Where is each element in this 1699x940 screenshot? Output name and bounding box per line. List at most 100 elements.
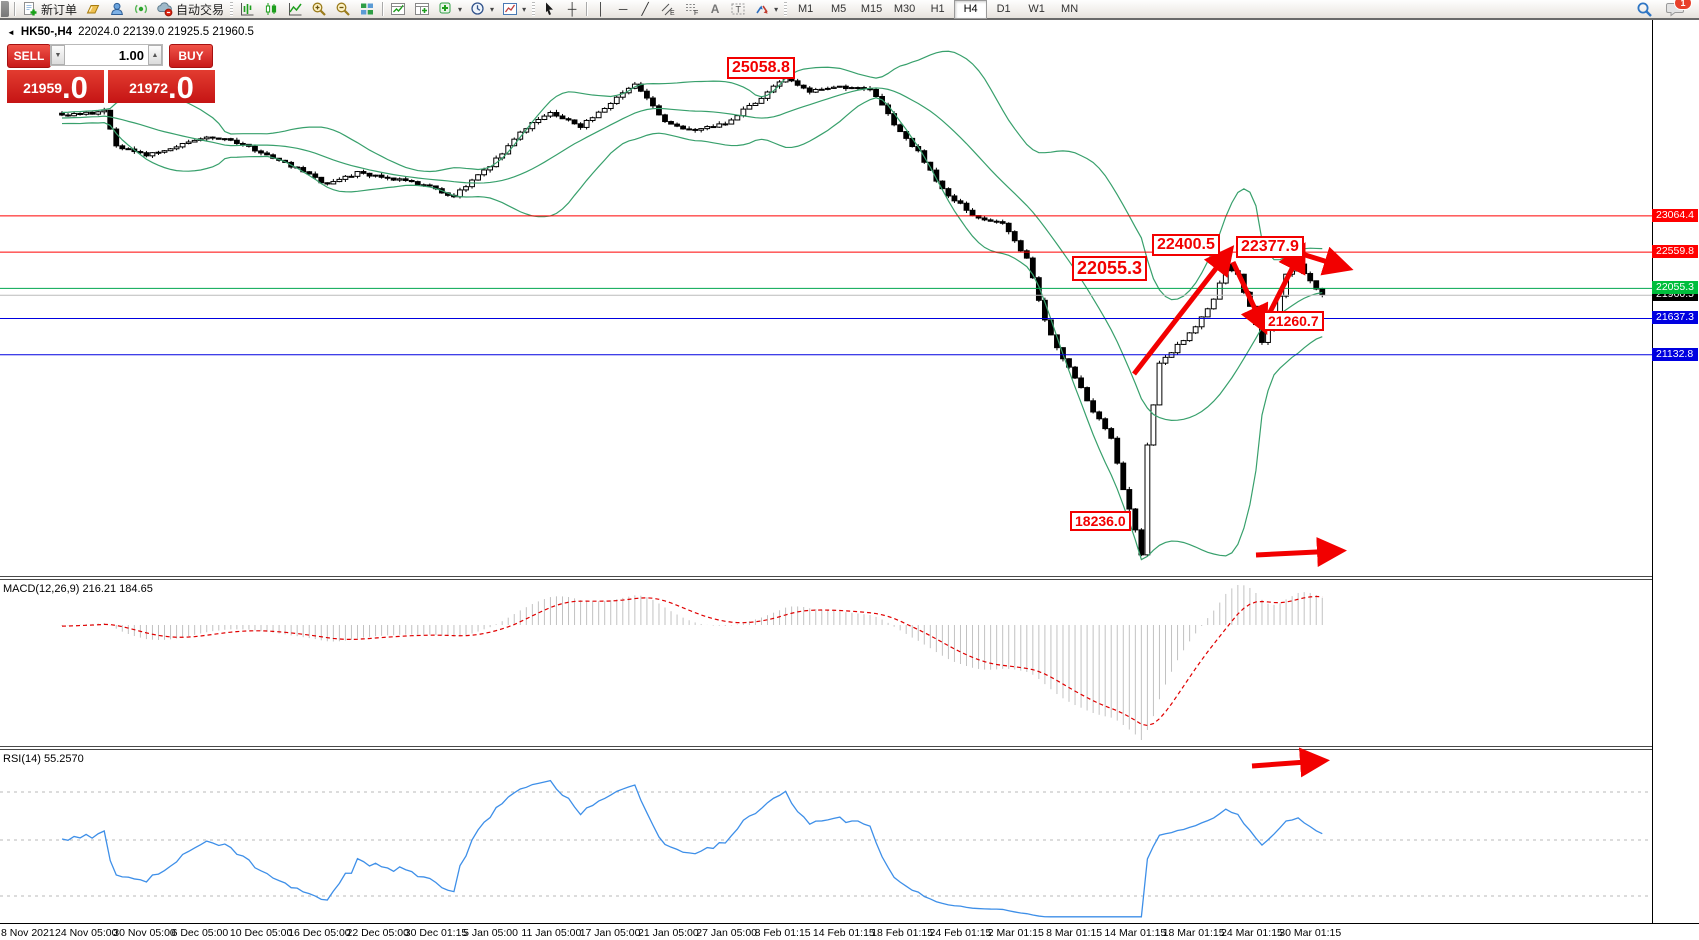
crosshair-icon: ┼: [567, 2, 577, 16]
vertical-line-icon: │: [597, 2, 605, 16]
timeframe-m15[interactable]: M15: [860, 3, 883, 15]
quotes-button[interactable]: [81, 0, 105, 19]
timeframe-m1[interactable]: M1: [797, 3, 814, 15]
fibonacci-tool-button[interactable]: F: [680, 0, 704, 19]
timeframe-mn[interactable]: MN: [1061, 3, 1079, 15]
template-button[interactable]: ▾: [498, 0, 530, 19]
annotation-label[interactable]: 25058.8: [727, 57, 795, 80]
timeframe-m30[interactable]: M30: [893, 3, 916, 15]
toolbar-right: 1: [1636, 0, 1699, 17]
zoom-in-icon: [311, 1, 327, 17]
buy-price-panel[interactable]: 21972 .0: [108, 70, 215, 103]
sell-price-panel[interactable]: 21959 .0: [7, 70, 104, 103]
arrow-objects-icon: [754, 1, 770, 17]
crosshair-tool-button[interactable]: ┼: [561, 0, 583, 19]
quotes-icon: [85, 1, 101, 17]
caret-down-icon: ▾: [458, 4, 463, 14]
time-label: 30 Dec 01:15: [404, 927, 468, 939]
horizontal-level-lines[interactable]: [0, 215, 1652, 356]
buy-button[interactable]: BUY: [169, 44, 213, 68]
vertical-line-tool-button[interactable]: │: [590, 0, 612, 19]
indicator-window-button[interactable]: [386, 0, 410, 19]
spin-down-icon: ▼: [54, 51, 62, 59]
text-label-tool-button[interactable]: T: [726, 0, 750, 19]
rsi-canvas[interactable]: [0, 750, 1652, 923]
caret-down-icon: ▾: [774, 4, 779, 14]
annotation-label[interactable]: 22377.9: [1236, 236, 1304, 259]
new-order-icon: [22, 1, 38, 17]
toolbar-grip: [532, 2, 536, 16]
time-label: 30 Mar 01:15: [1279, 927, 1342, 939]
tile-windows-button[interactable]: [355, 0, 379, 19]
timeframe-w1[interactable]: W1: [1028, 3, 1045, 15]
sell-button[interactable]: SELL: [7, 44, 51, 68]
period-button[interactable]: ▾: [466, 0, 498, 19]
signals-button[interactable]: [129, 0, 153, 19]
bar-chart-mode-button[interactable]: [235, 0, 259, 19]
notification-badge: 1: [1674, 0, 1692, 10]
trendline-icon: ╱: [641, 2, 649, 16]
panel-splitter[interactable]: [0, 746, 1699, 750]
arrows-tool-button[interactable]: ▾: [750, 0, 782, 19]
annotation-label[interactable]: 22055.3: [1072, 256, 1148, 281]
separator: [586, 2, 588, 16]
signals-icon: [133, 1, 149, 17]
notifications-button[interactable]: 1: [1666, 0, 1692, 17]
line-chart-mode-button[interactable]: [283, 0, 307, 19]
channel-tool-button[interactable]: E: [656, 0, 680, 19]
price-axis-column[interactable]: [1652, 20, 1699, 923]
main-chart-canvas[interactable]: [0, 20, 1652, 576]
indicator-list-button[interactable]: [410, 0, 434, 19]
indicator-list-icon: [414, 1, 430, 17]
time-label: 18 Feb 01:15: [871, 927, 934, 939]
text-tool-icon: A: [710, 2, 720, 16]
volume-increase-button[interactable]: ▲: [148, 45, 162, 65]
macd-label: MACD(12,26,9) 216.21 184.65: [3, 583, 153, 595]
time-label: 10 Dec 05:00: [229, 927, 293, 939]
clipped-icon: [1, 1, 9, 17]
add-indicator-button[interactable]: ▾: [434, 0, 466, 19]
svg-text:E: E: [670, 10, 675, 17]
macd-canvas[interactable]: [0, 580, 1652, 746]
new-order-button[interactable]: 新订单: [18, 0, 81, 19]
time-label: 5 Jan 05:00: [463, 927, 518, 939]
market-button[interactable]: [105, 0, 129, 19]
caret-down-icon: ▾: [522, 4, 527, 14]
timeframe-h4[interactable]: H4: [954, 0, 988, 19]
timeframe-d1[interactable]: D1: [996, 3, 1011, 15]
auto-trading-button[interactable]: 自动交易: [153, 0, 228, 19]
horizontal-line-tool-button[interactable]: ─: [612, 0, 634, 19]
search-icon[interactable]: [1636, 1, 1652, 17]
trendline-tool-button[interactable]: ╱: [634, 0, 656, 19]
text-tool-button[interactable]: A: [704, 0, 726, 19]
volume-decrease-button[interactable]: ▼: [51, 45, 65, 65]
time-axis[interactable]: 8 Nov 2021 24 Nov 05:00 30 Nov 05:00 6 Dec …: [0, 923, 1699, 940]
bollinger-bands: [61, 50, 1323, 561]
main-chart-panel[interactable]: ◄ HK50-,H4 22024.0 22139.0 21925.5 21960…: [0, 20, 1699, 579]
annotation-label[interactable]: 18236.0: [1070, 511, 1131, 532]
time-label: 30 Nov 05:00: [113, 927, 176, 939]
annotation-label[interactable]: 21260.7: [1263, 311, 1324, 332]
annotation-label[interactable]: 22400.5: [1152, 234, 1220, 257]
zoom-in-button[interactable]: [307, 0, 331, 19]
time-label: 2 Mar 01:15: [987, 927, 1044, 939]
cursor-icon: [541, 1, 557, 17]
price-tag: 21637.3: [1652, 311, 1698, 325]
time-label: 6 Dec 05:00: [171, 927, 229, 939]
cursor-tool-button[interactable]: [537, 0, 561, 19]
timeframe-m5[interactable]: M5: [830, 3, 847, 15]
ohlc-values: 22024.0 22139.0 21925.5 21960.5: [78, 26, 254, 38]
separator: [382, 2, 384, 16]
price-tag: 22055.3: [1652, 281, 1698, 295]
candlestick-mode-button[interactable]: [259, 0, 283, 19]
zoom-out-button[interactable]: [331, 0, 355, 19]
template-icon: [502, 1, 518, 17]
volume-input[interactable]: [65, 45, 148, 65]
macd-panel[interactable]: MACD(12,26,9) 216.21 184.65 389.440.00-1…: [0, 579, 1699, 746]
panel-splitter[interactable]: [0, 576, 1699, 580]
rsi-panel[interactable]: RSI(14) 55.2570 1008050150: [0, 750, 1699, 926]
timeframe-h1[interactable]: H1: [930, 3, 945, 15]
separator: [14, 2, 15, 16]
time-label: 17 Jan 05:00: [579, 927, 641, 939]
